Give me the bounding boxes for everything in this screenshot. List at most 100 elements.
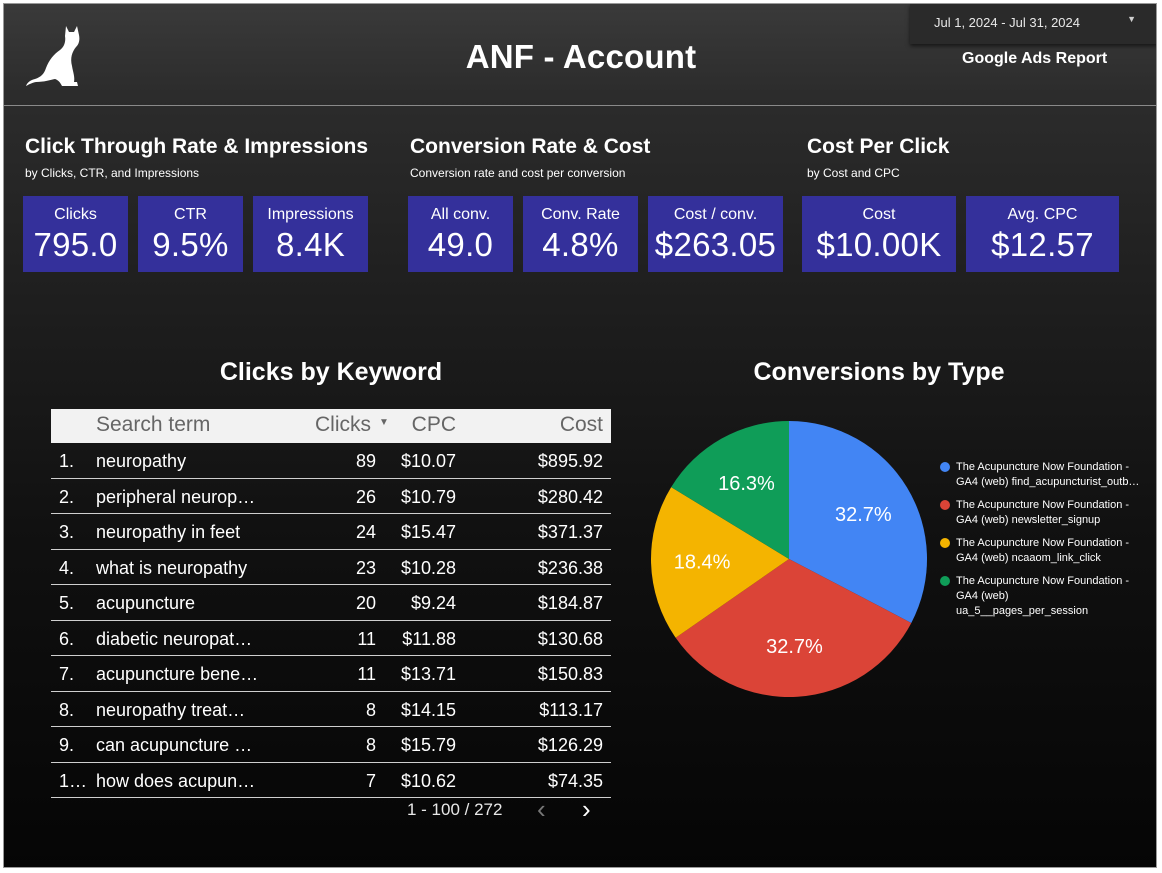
cost-cell: $113.17 <box>539 699 603 720</box>
dropdown-caret-icon: ▼ <box>1127 14 1136 24</box>
column-header-cost[interactable]: Cost <box>559 413 603 436</box>
pie-legend: The Acupuncture Now Foundation - GA4 (we… <box>940 460 1140 627</box>
legend-item[interactable]: The Acupuncture Now Foundation - GA4 (we… <box>940 460 1140 490</box>
kpi-cost: Cost $10.00K <box>802 196 956 272</box>
section-subtitle-cpc: by Cost and CPC <box>807 166 900 180</box>
row-index: 3. <box>59 522 75 542</box>
kpi-value: $10.00K <box>816 226 942 263</box>
pie-slice[interactable] <box>789 421 927 623</box>
table-row[interactable]: 9. can acupuncture … 8 $15.79 $126.29 <box>51 727 611 763</box>
cat-silhouette-icon <box>26 26 80 86</box>
cpc-cell: $10.07 <box>400 451 456 471</box>
kpi-value: 795.0 <box>33 226 118 263</box>
keyword-table-title: Clicks by Keyword <box>219 358 443 386</box>
kpi-conversion-rate: Conv. Rate 4.8% <box>523 196 638 272</box>
kpi-value: 8.4K <box>275 226 346 263</box>
cost-cell: $280.42 <box>537 486 603 507</box>
keyword-table: Search term Clicks ▼ CPC Cost 1. neuropath… <box>51 409 611 798</box>
header-divider <box>4 105 1156 106</box>
clicks-cell: 24 <box>355 522 376 542</box>
cpc-cell: $13.71 <box>400 664 456 684</box>
conversions-pie-chart: 32.7% 32.7% 18.4% 16.3% <box>651 421 927 697</box>
kpi-avg-cpc: Avg. CPC $12.57 <box>966 196 1119 272</box>
sort-descending-icon: ▼ <box>379 417 389 428</box>
section-title-conversion: Conversion Rate & Cost <box>410 135 651 158</box>
pie-slice-label: 32.7% <box>835 504 892 526</box>
column-header-clicks-label: Clicks <box>315 413 371 436</box>
report-name: Google Ads Report <box>962 50 1108 67</box>
search-term-cell: acupuncture bene… <box>96 664 259 684</box>
search-term-cell: neuropathy treat… <box>96 699 246 720</box>
clicks-cell: 11 <box>357 664 376 684</box>
page-title: ANF - Account <box>465 38 697 75</box>
kpi-value: 4.8% <box>542 226 619 263</box>
table-row[interactable]: 4. what is neuropathy 23 $10.28 $236.38 <box>51 550 611 585</box>
search-term-cell: neuropathy <box>96 451 187 471</box>
kpi-value: 9.5% <box>152 226 229 263</box>
cpc-cell: $10.79 <box>400 486 456 507</box>
chevron-left-icon[interactable]: ‹ <box>537 794 546 824</box>
pie-slice[interactable] <box>651 487 789 638</box>
cost-cell: $236.38 <box>537 557 603 578</box>
date-range-picker[interactable]: Jul 1, 2024 - Jul 31, 2024 ▼ <box>910 4 1156 44</box>
cost-cell: $895.92 <box>537 451 603 471</box>
table-row[interactable]: 1… how does acupun… 7 $10.62 $74.35 <box>51 763 611 798</box>
clicks-cell: 8 <box>365 699 376 720</box>
cpc-cell: $15.79 <box>400 735 456 755</box>
cost-cell: $150.83 <box>537 664 603 684</box>
pie-slice-label: 16.3% <box>718 473 775 495</box>
table-row[interactable]: 8. neuropathy treat… 8 $14.15 $113.17 <box>51 692 611 727</box>
legend-label: The Acupuncture Now Foundation - GA4 (we… <box>956 499 1130 526</box>
column-header-search-term[interactable]: Search term <box>96 413 211 436</box>
row-index: 1. <box>59 451 75 471</box>
search-term-cell: acupuncture <box>96 593 196 613</box>
search-term-cell: neuropathy in feet <box>96 522 241 542</box>
table-row[interactable]: 2. peripheral neurop… 26 $10.79 $280.42 <box>51 479 611 514</box>
kpi-label: All conv. <box>430 206 491 223</box>
kpi-all-conversions: All conv. 49.0 <box>408 196 513 272</box>
row-index: 8. <box>59 699 75 720</box>
section-subtitle-conversion: Conversion rate and cost per conversion <box>410 166 626 180</box>
kpi-label: Clicks <box>54 206 97 223</box>
legend-swatch <box>940 462 950 472</box>
search-term-cell: how does acupun… <box>96 770 256 791</box>
row-index: 4. <box>59 557 75 578</box>
table-row[interactable]: 7. acupuncture bene… 11 $13.71 $150.83 <box>51 656 611 692</box>
cpc-cell: $11.88 <box>402 628 456 649</box>
clicks-cell: 11 <box>357 628 376 649</box>
kpi-value: $12.57 <box>991 226 1094 263</box>
section-subtitle-ctr: by Clicks, CTR, and Impressions <box>25 166 200 180</box>
kpi-label: Impressions <box>267 206 354 223</box>
column-header-cpc[interactable]: CPC <box>411 413 456 436</box>
clicks-cell: 20 <box>355 593 376 613</box>
legend-label: The Acupuncture Now Foundation - GA4 (we… <box>956 575 1130 617</box>
kpi-ctr: CTR 9.5% <box>138 196 243 272</box>
kpi-label: Cost / conv. <box>673 206 758 223</box>
legend-item[interactable]: The Acupuncture Now Foundation - GA4 (we… <box>940 536 1140 566</box>
cost-cell: $371.37 <box>537 522 603 542</box>
cost-cell: $184.87 <box>537 593 603 613</box>
cost-cell: $126.29 <box>537 735 603 755</box>
table-row[interactable]: 3. neuropathy in feet 24 $15.47 $371.37 <box>51 514 611 550</box>
kpi-label: CTR <box>174 206 207 223</box>
kpi-label: Cost <box>862 206 896 223</box>
row-index: 9. <box>59 735 75 755</box>
column-header-clicks[interactable]: Clicks ▼ <box>315 413 389 437</box>
legend-item[interactable]: The Acupuncture Now Foundation - GA4 (we… <box>940 574 1140 619</box>
kpi-clicks: Clicks 795.0 <box>23 196 128 272</box>
legend-item[interactable]: The Acupuncture Now Foundation - GA4 (we… <box>940 498 1140 528</box>
section-title-ctr: Click Through Rate & Impressions <box>25 135 369 158</box>
clicks-cell: 26 <box>355 486 376 507</box>
section-title-cpc: Cost Per Click <box>807 135 950 158</box>
table-row[interactable]: 5. acupuncture 20 $9.24 $184.87 <box>51 585 611 621</box>
pie-slice[interactable] <box>671 421 789 559</box>
legend-swatch <box>940 500 950 510</box>
table-row[interactable]: 1. neuropathy 89 $10.07 $895.92 <box>51 443 611 479</box>
cpc-cell: $15.47 <box>400 522 456 542</box>
table-row[interactable]: 6. diabetic neuropat… 11 $11.88 $130.68 <box>51 621 611 656</box>
cost-cell: $130.68 <box>537 628 603 649</box>
cost-cell: $74.35 <box>547 770 603 791</box>
cpc-cell: $14.15 <box>400 699 456 720</box>
chevron-right-icon[interactable]: › <box>582 794 591 824</box>
pie-slice[interactable] <box>675 559 912 697</box>
